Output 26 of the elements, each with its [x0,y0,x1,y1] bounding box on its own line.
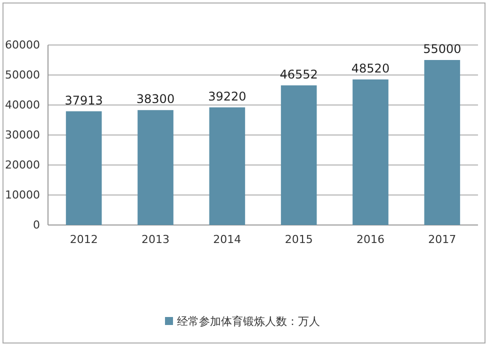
y-tick-label: 50000 [5,68,40,82]
y-tick-label: 10000 [5,188,40,202]
data-label: 39220 [208,89,246,104]
bar [66,111,102,225]
bar [209,107,246,225]
y-tick-label: 60000 [5,38,40,52]
data-label: 46552 [280,67,318,82]
data-label: 48520 [351,61,390,76]
y-tick-label: 20000 [5,158,40,172]
data-label: 38300 [136,92,175,106]
data-label: 55000 [423,42,462,56]
x-tick-label: 2012 [70,232,98,246]
bar [352,79,388,225]
x-tick-label: 2013 [142,232,170,246]
bar [424,60,460,225]
y-tick-label: 40000 [5,98,40,112]
y-tick-label: 0 [33,218,40,232]
legend-label: 经常参加体育锻炼人数：万人 [177,315,320,328]
x-tick-label: 2017 [428,232,456,246]
bar [138,110,174,225]
y-tick-label: 30000 [5,128,40,142]
x-tick-label: 2015 [284,232,313,246]
x-tick-label: 2014 [213,232,242,246]
data-label: 37913 [64,93,103,108]
x-tick-label: 2016 [356,232,384,246]
bar [280,85,317,225]
